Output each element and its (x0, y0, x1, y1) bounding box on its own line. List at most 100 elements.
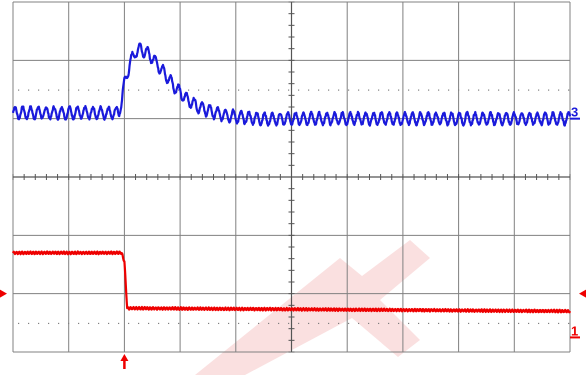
channel-markers: 31 (0, 105, 586, 369)
grid-dot (438, 322, 440, 325)
grid-dot (218, 322, 220, 325)
grid-dot (448, 89, 450, 91)
grid-dot (528, 322, 530, 325)
grid-dot (458, 322, 460, 325)
grid-dot (278, 322, 280, 325)
channel-3-label: 3 (571, 105, 578, 120)
grid-dot (128, 322, 130, 325)
grid-dot (318, 89, 320, 91)
grid-dot (478, 322, 480, 325)
grid-dot (548, 89, 550, 91)
grid-dot (38, 322, 40, 325)
grid-dot (288, 89, 290, 91)
grid-dot (88, 89, 90, 91)
grid-dot (528, 89, 530, 91)
grid-dot (348, 89, 350, 91)
grid-dot (118, 322, 120, 325)
grid-dot (158, 322, 160, 325)
grid-dot (538, 89, 540, 91)
grid-dot (548, 322, 550, 325)
grid-dot (278, 89, 280, 91)
grid-dot (58, 89, 60, 91)
grid-dot (258, 89, 260, 91)
grid-dot (78, 322, 80, 325)
trigger-arrow-icon (120, 354, 129, 361)
traces (11, 42, 572, 314)
trace-channel-3 (11, 42, 572, 127)
grid-dot (68, 89, 70, 91)
grid-dot (48, 89, 50, 91)
grid-dot (168, 322, 170, 325)
grid-dot (408, 89, 410, 91)
grid-dot (438, 89, 440, 91)
channel-1-label: 1 (571, 323, 578, 338)
grid-dot (378, 89, 380, 91)
grid-dot (198, 89, 200, 91)
grid-dot (208, 89, 210, 91)
grid-dot (558, 322, 560, 325)
grid-dot (388, 89, 390, 91)
grid-dot (338, 322, 340, 325)
grid-dot (98, 322, 100, 325)
grid-dot (498, 89, 500, 91)
grid-dot (458, 89, 460, 91)
grid-dot (168, 89, 170, 91)
grid-dot (378, 322, 380, 325)
grid-dot (518, 322, 520, 325)
grid-dot (188, 89, 190, 91)
grid-dot (18, 89, 20, 91)
grid-dot (98, 89, 100, 91)
grid-dot (188, 322, 190, 325)
grid-dot (258, 322, 260, 325)
grid-dot (348, 322, 350, 325)
grid-dot (488, 89, 490, 91)
grid-dot (298, 322, 300, 325)
grid-dot (328, 322, 330, 325)
grid-dot (158, 89, 160, 91)
grid-dot (478, 89, 480, 91)
grid-dot (118, 89, 120, 91)
grid-dot (388, 322, 390, 325)
grid-dot (238, 322, 240, 325)
grid-dot (198, 322, 200, 325)
grid-dot (318, 322, 320, 325)
grid-dot (108, 322, 110, 325)
grid-dot (218, 89, 220, 91)
grid-dot (28, 89, 30, 91)
graticule-grid (12, 1, 571, 353)
grid-dot (18, 322, 20, 325)
grid-dot (138, 89, 140, 91)
grid-dot (178, 322, 180, 325)
grid-dot (468, 322, 470, 325)
grid-dot (78, 89, 80, 91)
grid-dot (408, 322, 410, 325)
grid-dot (108, 89, 110, 91)
grid-dot (28, 322, 30, 325)
grid-dot (148, 322, 150, 325)
grid-dot (208, 322, 210, 325)
grid-dot (128, 89, 130, 91)
grid-dot (88, 322, 90, 325)
grid-dot (308, 322, 310, 325)
grid-dot (518, 89, 520, 91)
grid-dot (418, 89, 420, 91)
grid-dot (508, 89, 510, 91)
grid-dot (298, 89, 300, 91)
grid-dot (238, 89, 240, 91)
grid-dot (228, 322, 230, 325)
grid-dot (418, 322, 420, 325)
grid-dot (138, 322, 140, 325)
grid-dot (248, 89, 250, 91)
grid-dot (358, 89, 360, 91)
grid-dot (228, 89, 230, 91)
grid-dot (268, 89, 270, 91)
grid-dot (268, 322, 270, 325)
grid-dot (538, 322, 540, 325)
grid-dot (398, 89, 400, 91)
grid-dot (248, 322, 250, 325)
ground-marker-right-icon (579, 289, 586, 298)
grid-dot (58, 322, 60, 325)
grid-dot (288, 322, 290, 325)
grid-dot (328, 89, 330, 91)
